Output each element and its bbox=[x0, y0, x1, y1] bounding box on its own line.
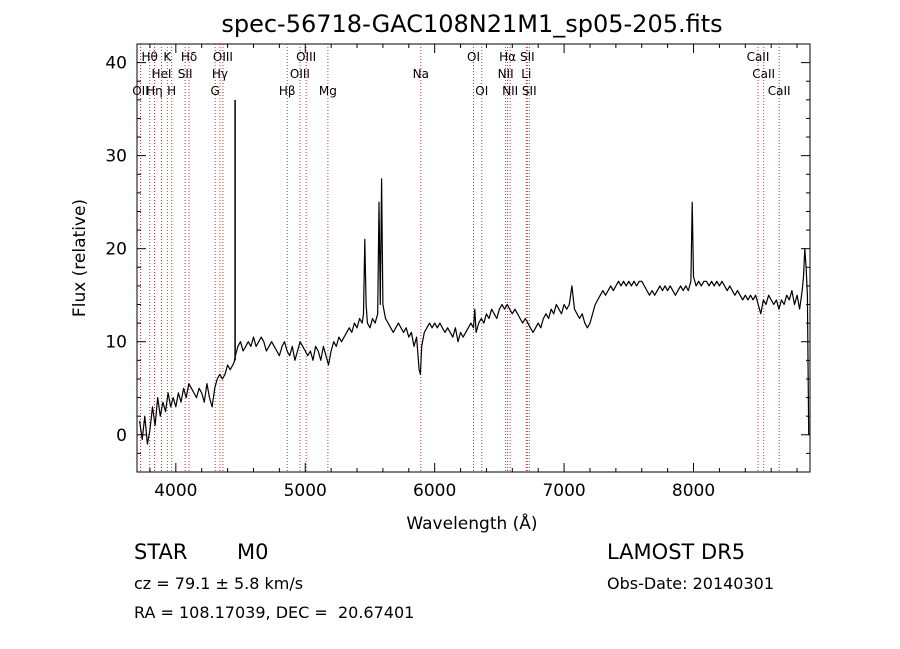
line-marker-labels: OIIHθHηHeIKHSIIHδGHγOIIIHβOIIIOIIIMgNaOI… bbox=[132, 50, 790, 98]
chart-title: spec-56718-GAC108N21M1_sp05-205.fits bbox=[221, 10, 722, 38]
x-tick-label: 7000 bbox=[542, 481, 585, 501]
line-marker-label: CaII bbox=[747, 50, 770, 64]
line-marker-label: NII bbox=[502, 84, 518, 98]
survey-name: LAMOST DR5 bbox=[607, 540, 746, 564]
x-tick-label: 6000 bbox=[413, 481, 456, 501]
object-class: STAR bbox=[134, 540, 188, 564]
y-tick-label: 20 bbox=[105, 240, 127, 260]
line-marker-label: Hδ bbox=[181, 50, 197, 64]
line-marker-label: HeI bbox=[151, 67, 171, 81]
spectrum-line bbox=[139, 178, 810, 445]
y-axis-title: Flux (relative) bbox=[70, 199, 90, 317]
line-marker-label: SII bbox=[520, 50, 535, 64]
line-marker-label: G bbox=[211, 84, 220, 98]
redshift-velocity: cz = 79.1 ± 5.8 km/s bbox=[134, 574, 304, 593]
line-marker-label: CaII bbox=[768, 84, 791, 98]
line-marker-label: SII bbox=[178, 67, 193, 81]
line-marker-label: OI bbox=[467, 50, 480, 64]
line-marker-label: OIII bbox=[213, 50, 233, 64]
line-marker-label: Na bbox=[413, 67, 429, 81]
line-marker-label: OII bbox=[132, 84, 149, 98]
x-tick-label: 5000 bbox=[284, 481, 327, 501]
line-markers bbox=[139, 44, 780, 472]
observation-date: Obs-Date: 20140301 bbox=[607, 574, 775, 593]
line-marker-label: SII bbox=[522, 84, 537, 98]
axis-ticks: 4000 5000 6000 7000 8000 0 10 20 30 40 bbox=[105, 43, 810, 501]
y-tick-label: 0 bbox=[116, 426, 127, 446]
line-marker-label: NII bbox=[498, 67, 514, 81]
line-marker-label: Hη bbox=[146, 84, 163, 98]
line-marker-label: CaII bbox=[752, 67, 775, 81]
line-marker-label: Mg bbox=[319, 84, 337, 98]
x-tick-label: 8000 bbox=[672, 481, 715, 501]
coordinates: RA = 108.17039, DEC = 20.67401 bbox=[134, 603, 415, 622]
spectrum-series bbox=[139, 99, 810, 445]
x-axis-title: Wavelength (Å) bbox=[406, 512, 537, 534]
line-marker-label: OI bbox=[475, 84, 488, 98]
line-marker-label: Hα bbox=[499, 50, 516, 64]
line-marker-label: Hβ bbox=[279, 84, 296, 98]
line-marker-label: OIII bbox=[296, 50, 316, 64]
y-tick-label: 40 bbox=[105, 54, 127, 74]
line-marker-label: Hθ bbox=[141, 50, 157, 64]
line-marker-label: K bbox=[163, 50, 172, 64]
x-tick-label: 4000 bbox=[154, 481, 197, 501]
line-marker-label: Hγ bbox=[212, 67, 228, 81]
y-tick-label: 30 bbox=[105, 147, 127, 167]
y-tick-label: 10 bbox=[105, 333, 127, 353]
line-marker-label: H bbox=[167, 84, 176, 98]
object-subclass: M0 bbox=[237, 540, 269, 564]
line-marker-label: OIII bbox=[290, 67, 310, 81]
line-marker-label: Li bbox=[521, 67, 531, 81]
